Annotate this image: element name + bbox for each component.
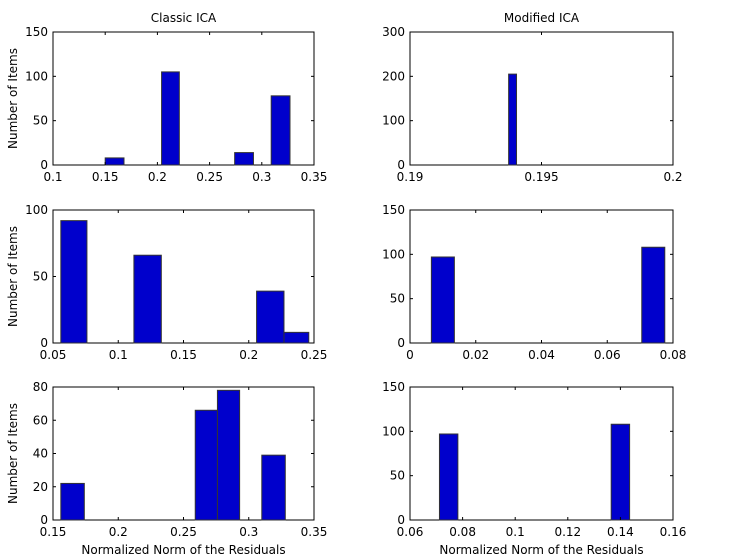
y-tick-label: 200 — [382, 69, 405, 83]
x-axis-label: Normalized Norm of the Residuals — [439, 543, 643, 557]
x-tick-label: 0.15 — [40, 525, 67, 539]
x-tick-label: 0.2 — [148, 170, 167, 184]
x-tick-label: 0.16 — [660, 525, 687, 539]
histogram-bar — [610, 423, 631, 521]
histogram-bar — [194, 409, 218, 521]
x-tick-label: 0.02 — [462, 348, 489, 362]
x-tick-label: 0.19 — [397, 170, 424, 184]
histogram-bar — [234, 152, 254, 166]
x-tick-label: 0.04 — [528, 348, 555, 362]
y-tick-label: 50 — [390, 292, 405, 306]
panel-bottom-left: 0.15 0.2 0.25 0.3 0.35 0 20 40 60 80 Normalized No… — [6, 380, 327, 557]
y-tick-label: 300 — [382, 25, 405, 39]
histogram-bar — [438, 433, 459, 521]
y-tick-label: 100 — [382, 424, 405, 438]
y-tick-label: 0 — [397, 336, 405, 350]
y-tick-label: 0 — [40, 158, 48, 172]
plot-area — [409, 31, 674, 166]
histogram-bar — [216, 389, 241, 521]
x-tick-label: 0.05 — [40, 348, 67, 362]
y-tick-label: 100 — [382, 247, 405, 261]
chart-title: Classic ICA — [151, 11, 217, 25]
histogram-bar — [283, 331, 310, 344]
x-tick-label: 0.15 — [170, 348, 197, 362]
x-tick-label: 0.3 — [239, 525, 258, 539]
panel-top-right: 0.19 0.195 0.2 0 100 200 300 Modified ICA — [382, 11, 682, 184]
x-tick-label: 0.25 — [196, 170, 223, 184]
y-tick-label: 150 — [25, 25, 48, 39]
x-tick-label: 0.2 — [239, 348, 258, 362]
x-tick-label: 0.1 — [506, 525, 525, 539]
y-tick-label: 0 — [397, 513, 405, 527]
histogram-bar — [508, 73, 518, 166]
chart-title: Modified ICA — [504, 11, 580, 25]
y-tick-label: 0 — [40, 513, 48, 527]
panel-bottom-right: 0.06 0.08 0.1 0.12 0.14 0.16 0 50 100 150 Normaliz… — [382, 380, 686, 557]
x-tick-label: 0.06 — [594, 348, 621, 362]
panel-top-left: 0.1 0.15 0.2 0.25 0.3 0.35 0 50 100 150 Classic IC… — [6, 11, 327, 184]
histogram-bar — [161, 71, 180, 166]
x-tick-label: 0.08 — [449, 525, 476, 539]
x-tick-label: 0.08 — [660, 348, 687, 362]
x-tick-label: 0.06 — [397, 525, 424, 539]
y-tick-label: 0 — [397, 158, 405, 172]
x-tick-label: 0.35 — [301, 525, 328, 539]
histogram-bar — [133, 254, 162, 344]
x-tick-label: 0.195 — [524, 170, 558, 184]
y-tick-label: 20 — [33, 480, 48, 494]
x-tick-label: 0.25 — [301, 348, 328, 362]
y-tick-label: 150 — [382, 203, 405, 217]
y-axis-label: Number of Items — [6, 226, 20, 327]
x-tick-label: 0.14 — [607, 525, 634, 539]
x-tick-label: 0.25 — [170, 525, 197, 539]
histogram-bar — [104, 157, 125, 166]
y-tick-label: 0 — [40, 336, 48, 350]
x-axis-label: Normalized Norm of the Residuals — [81, 543, 285, 557]
y-axis-label: Number of Items — [6, 48, 20, 149]
y-tick-label: 100 — [25, 203, 48, 217]
y-tick-label: 60 — [33, 413, 48, 427]
x-tick-label: 0.2 — [663, 170, 682, 184]
y-tick-label: 50 — [33, 270, 48, 284]
x-tick-label: 0.1 — [109, 348, 128, 362]
histogram-bar — [60, 220, 88, 344]
x-tick-label: 0.2 — [109, 525, 128, 539]
y-tick-label: 80 — [33, 380, 48, 394]
histogram-bar — [641, 246, 666, 344]
y-axis-label: Number of Items — [6, 403, 20, 504]
y-tick-label: 150 — [382, 380, 405, 394]
y-tick-label: 100 — [25, 69, 48, 83]
plot-area — [52, 31, 315, 166]
panel-middle-left: 0.05 0.1 0.15 0.2 0.25 0 50 100 Number of Items — [6, 203, 327, 362]
histogram-bar — [60, 482, 85, 521]
x-tick-label: 0 — [406, 348, 414, 362]
x-tick-label: 0.1 — [43, 170, 62, 184]
x-tick-label: 0.35 — [301, 170, 328, 184]
y-tick-label: 40 — [33, 447, 48, 461]
x-tick-label: 0.3 — [252, 170, 271, 184]
y-tick-label: 50 — [33, 114, 48, 128]
histogram-bar — [430, 256, 455, 344]
y-tick-label: 50 — [390, 469, 405, 483]
histogram-bar — [256, 290, 285, 344]
histogram-bar — [270, 95, 291, 166]
x-tick-label: 0.15 — [92, 170, 119, 184]
histogram-bar — [261, 454, 286, 521]
x-tick-label: 0.12 — [554, 525, 581, 539]
y-tick-label: 100 — [382, 114, 405, 128]
panel-middle-right: 0 0.02 0.04 0.06 0.08 0 50 100 150 — [382, 203, 686, 362]
